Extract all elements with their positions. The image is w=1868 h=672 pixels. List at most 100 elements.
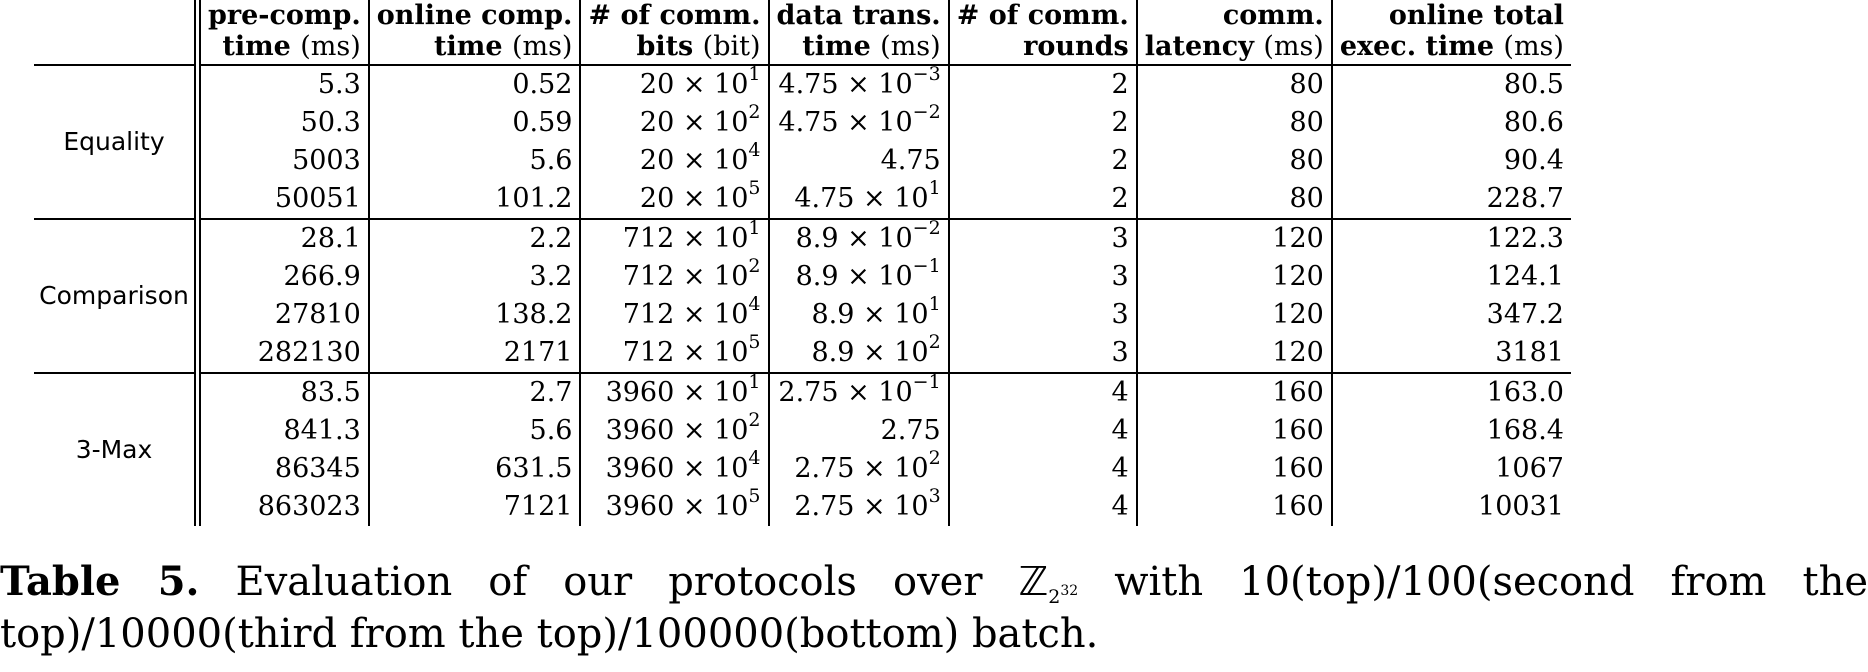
cell-comm-rounds: 2 [948, 64, 1138, 104]
cell-comm-latency: 120 [1136, 218, 1333, 258]
results-table-container: pre-comp. time (ms) online comp. time (m… [34, 0, 1571, 526]
cell-comm-latency: 160 [1136, 372, 1333, 412]
cell-online-comp-time: 5.6 [368, 142, 582, 180]
header-line1: online comp. [376, 0, 573, 31]
caption-text-before: Evaluation of our protocols over [235, 559, 983, 605]
cell-comm-latency: 160 [1136, 450, 1333, 488]
header-row: pre-comp. time (ms) online comp. time (m… [34, 0, 1571, 66]
cell-comm-latency: 120 [1136, 296, 1333, 334]
table-row: Comparison 28.1 2.2 712 × 101 8.9 × 10−2 3 120… [34, 218, 1571, 373]
cell-online-total-time: 122.3 [1331, 218, 1571, 258]
cell-comm-bits: 20 × 105 [580, 179, 770, 219]
cell-online-total-time: 168.4 [1486, 415, 1564, 446]
header-unit: (ms) [880, 31, 941, 62]
cell-data-trans-time: 8.9 × 101 [768, 295, 950, 334]
cell-online-comp-time: 138.2 [368, 296, 582, 334]
header-unit: (ms) [300, 31, 361, 62]
cell-comm-latency: 120 [1136, 334, 1333, 373]
cell-online-total-time: 3181 [1495, 337, 1564, 368]
header-line2: latency [1144, 31, 1254, 62]
cell-pre-comp-time: 863023 [197, 488, 370, 526]
cell-comm-bits: 712 × 101 [580, 218, 770, 258]
table-row: 841.3 5.6 3960 × 102 2.75 4 160 168.4 [34, 411, 1571, 450]
header-line2: bits [636, 31, 694, 62]
ring-symbol: ℤ232 [1018, 559, 1079, 608]
header-line1: # of comm. [588, 0, 761, 31]
cell-online-total-time: 90.4 [1503, 145, 1564, 176]
cell-online-total-time: 10031 [1478, 491, 1564, 522]
cell-data-trans-time: 4.75 [768, 142, 950, 180]
table-row: 5003 5.6 20 × 104 4.75 2 80 90.4 [34, 141, 1571, 180]
header-comm-latency: comm. latency (ms) [1136, 0, 1333, 66]
cell-comm-bits: 712 × 105 [580, 333, 770, 373]
cell-comm-bits: 3960 × 102 [580, 411, 770, 450]
cell-pre-comp-time: 83.5 [197, 372, 370, 412]
cell-comm-latency: 80 [1136, 64, 1333, 104]
table-row: 266.9 3.2 712 × 102 8.9 × 10−1 3 120 124.1 [34, 257, 1571, 296]
cell-pre-comp-time: 5.3 [197, 64, 370, 104]
cell-comm-rounds: 4 [948, 372, 1138, 412]
cell-online-total-time: 228.7 [1486, 183, 1564, 214]
header-line2: rounds [1023, 31, 1129, 62]
table-body: Equality 5.3 0.52 20 × 101 4.75 × 10−3 2 80 80.… [34, 64, 1571, 526]
cell-data-trans-time: 4.75 × 101 [768, 179, 950, 219]
cell-comm-latency: 120 [1136, 258, 1333, 296]
table-row: 50051 101.2 20 × 105 4.75 × 101 2 80 228.7 [34, 179, 1571, 219]
cell-online-comp-time: 3.2 [368, 258, 582, 296]
cell-data-trans-time: 4.75 × 10−2 [768, 103, 950, 142]
cell-online-comp-time: 2.2 [368, 218, 582, 258]
cell-comm-bits: 3960 × 101 [580, 372, 770, 412]
cell-comm-latency: 80 [1136, 180, 1333, 219]
cell-data-trans-time: 8.9 × 102 [768, 333, 950, 373]
header-line2: time [222, 31, 291, 62]
header-comm-bits: # of comm. bits (bit) [580, 0, 770, 66]
header-online-comp-time: online comp. time (ms) [368, 0, 582, 66]
header-unit: (ms) [1503, 31, 1564, 62]
cell-data-trans-time: 8.9 × 10−2 [768, 218, 950, 258]
cell-comm-bits: 20 × 104 [580, 141, 770, 180]
cell-comm-rounds: 2 [948, 104, 1138, 142]
cell-online-total-time: 80.5 [1331, 64, 1571, 104]
table-row: 282130 2171 712 × 105 8.9 × 102 3 120 3181 [34, 333, 1571, 373]
cell-comm-bits: 712 × 104 [580, 295, 770, 334]
cell-comm-rounds: 3 [948, 218, 1138, 258]
cell-pre-comp-time: 282130 [197, 334, 370, 373]
header-unit: (ms) [1263, 31, 1324, 62]
header-empty-cell [34, 0, 201, 66]
table-row: 3-Max 83.5 2.7 3960 × 101 2.75 × 10−1 4 160 163… [34, 372, 1571, 526]
cell-comm-bits: 20 × 102 [580, 103, 770, 142]
cell-pre-comp-time: 86345 [197, 450, 370, 488]
header-line1: data trans. [776, 0, 941, 31]
cell-comm-bits: 3960 × 105 [580, 487, 770, 526]
cell-online-comp-time: 0.59 [368, 104, 582, 142]
cell-online-total-time: 347.2 [1486, 299, 1564, 330]
table-row: Equality 5.3 0.52 20 × 101 4.75 × 10−3 2 80 80.… [34, 64, 1571, 219]
cell-pre-comp-time: 266.9 [197, 258, 370, 296]
table-row: 27810 138.2 712 × 104 8.9 × 101 3 120 347.2 [34, 295, 1571, 334]
header-line1: pre-comp. [208, 0, 361, 31]
cell-data-trans-time: 2.75 × 103 [768, 487, 950, 526]
group-label: Comparison [34, 218, 201, 373]
cell-online-comp-time: 5.6 [368, 412, 582, 450]
header-line1: # of comm. [956, 0, 1129, 31]
cell-comm-bits: 20 × 101 [580, 64, 770, 104]
cell-online-comp-time: 2.7 [368, 372, 582, 412]
header-line2: time [802, 31, 871, 62]
cell-pre-comp-time: 50.3 [197, 104, 370, 142]
cell-data-trans-time: 8.9 × 10−1 [768, 257, 950, 296]
table-caption: Table 5. Evaluation of our protocols ove… [0, 556, 1868, 660]
cell-data-trans-time: 4.75 × 10−3 [768, 64, 950, 104]
header-data-trans-time: data trans. time (ms) [768, 0, 950, 66]
header-line2: time [434, 31, 503, 62]
cell-comm-rounds: 3 [948, 334, 1138, 373]
cell-comm-latency: 80 [1136, 142, 1333, 180]
table-row: 50.3 0.59 20 × 102 4.75 × 10−2 2 80 80.6 [34, 103, 1571, 142]
cell-online-total-time: 1067 [1495, 453, 1564, 484]
cell-pre-comp-time: 5003 [197, 142, 370, 180]
cell-comm-rounds: 3 [948, 258, 1138, 296]
cell-comm-rounds: 4 [948, 488, 1138, 526]
cell-pre-comp-time: 841.3 [197, 412, 370, 450]
cell-online-comp-time: 631.5 [368, 450, 582, 488]
caption-label: Table 5. [0, 558, 200, 605]
cell-online-comp-time: 2171 [368, 334, 582, 373]
